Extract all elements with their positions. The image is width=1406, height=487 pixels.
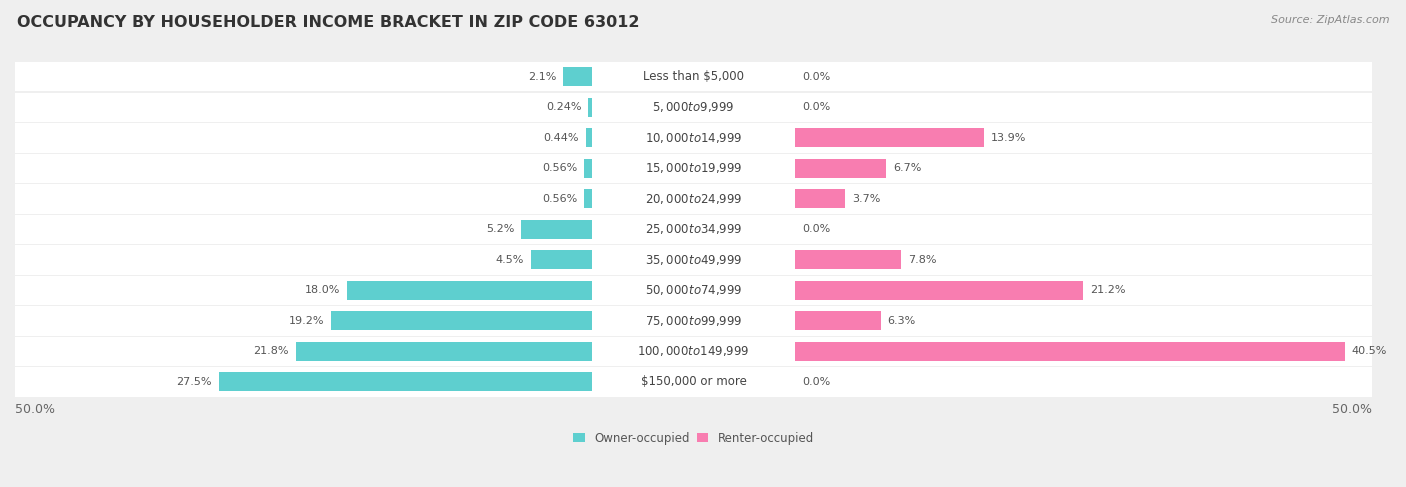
FancyBboxPatch shape xyxy=(15,367,1372,396)
Text: 0.24%: 0.24% xyxy=(546,102,582,112)
FancyBboxPatch shape xyxy=(295,342,592,361)
FancyBboxPatch shape xyxy=(15,215,1372,244)
FancyBboxPatch shape xyxy=(796,159,886,178)
Text: 18.0%: 18.0% xyxy=(305,285,340,296)
FancyBboxPatch shape xyxy=(15,123,1372,152)
Text: 21.8%: 21.8% xyxy=(253,346,290,356)
Text: $25,000 to $34,999: $25,000 to $34,999 xyxy=(645,223,742,236)
Text: 3.7%: 3.7% xyxy=(852,194,880,204)
FancyBboxPatch shape xyxy=(218,373,592,392)
FancyBboxPatch shape xyxy=(15,337,1372,366)
Text: 0.0%: 0.0% xyxy=(801,377,831,387)
Text: 50.0%: 50.0% xyxy=(1331,403,1372,416)
Text: 2.1%: 2.1% xyxy=(529,72,557,82)
FancyBboxPatch shape xyxy=(583,189,592,208)
FancyBboxPatch shape xyxy=(15,184,1372,213)
Text: 0.44%: 0.44% xyxy=(544,133,579,143)
Text: 0.0%: 0.0% xyxy=(801,72,831,82)
FancyBboxPatch shape xyxy=(15,306,1372,336)
Text: 27.5%: 27.5% xyxy=(176,377,212,387)
FancyBboxPatch shape xyxy=(583,159,592,178)
FancyBboxPatch shape xyxy=(15,245,1372,275)
Text: $50,000 to $74,999: $50,000 to $74,999 xyxy=(645,283,742,298)
Text: 4.5%: 4.5% xyxy=(495,255,524,265)
Text: 6.3%: 6.3% xyxy=(887,316,915,326)
Text: 5.2%: 5.2% xyxy=(486,225,515,234)
FancyBboxPatch shape xyxy=(522,220,592,239)
FancyBboxPatch shape xyxy=(586,129,592,147)
Text: 0.56%: 0.56% xyxy=(543,163,578,173)
Text: 0.56%: 0.56% xyxy=(543,194,578,204)
Text: $150,000 or more: $150,000 or more xyxy=(641,375,747,389)
Text: $10,000 to $14,999: $10,000 to $14,999 xyxy=(645,131,742,145)
FancyBboxPatch shape xyxy=(530,250,592,269)
FancyBboxPatch shape xyxy=(15,154,1372,183)
Text: 0.0%: 0.0% xyxy=(801,225,831,234)
Text: Source: ZipAtlas.com: Source: ZipAtlas.com xyxy=(1271,15,1389,25)
FancyBboxPatch shape xyxy=(15,93,1372,122)
Text: $20,000 to $24,999: $20,000 to $24,999 xyxy=(645,192,742,206)
FancyBboxPatch shape xyxy=(796,250,901,269)
Text: $35,000 to $49,999: $35,000 to $49,999 xyxy=(645,253,742,267)
Text: $100,000 to $149,999: $100,000 to $149,999 xyxy=(637,344,749,358)
Text: $15,000 to $19,999: $15,000 to $19,999 xyxy=(645,161,742,175)
Text: 21.2%: 21.2% xyxy=(1090,285,1125,296)
FancyBboxPatch shape xyxy=(796,189,845,208)
FancyBboxPatch shape xyxy=(796,342,1344,361)
Text: 50.0%: 50.0% xyxy=(15,403,55,416)
FancyBboxPatch shape xyxy=(589,98,592,117)
Text: $75,000 to $99,999: $75,000 to $99,999 xyxy=(645,314,742,328)
Text: Less than $5,000: Less than $5,000 xyxy=(643,70,744,83)
Text: 13.9%: 13.9% xyxy=(991,133,1026,143)
FancyBboxPatch shape xyxy=(15,276,1372,305)
FancyBboxPatch shape xyxy=(15,62,1372,92)
Text: OCCUPANCY BY HOUSEHOLDER INCOME BRACKET IN ZIP CODE 63012: OCCUPANCY BY HOUSEHOLDER INCOME BRACKET … xyxy=(17,15,640,30)
Text: 7.8%: 7.8% xyxy=(908,255,936,265)
FancyBboxPatch shape xyxy=(796,129,984,147)
FancyBboxPatch shape xyxy=(347,281,592,300)
Text: 19.2%: 19.2% xyxy=(288,316,325,326)
Text: $5,000 to $9,999: $5,000 to $9,999 xyxy=(652,100,735,114)
Text: 0.0%: 0.0% xyxy=(801,102,831,112)
FancyBboxPatch shape xyxy=(796,312,880,330)
FancyBboxPatch shape xyxy=(796,281,1083,300)
Text: 6.7%: 6.7% xyxy=(893,163,921,173)
FancyBboxPatch shape xyxy=(564,67,592,86)
Legend: Owner-occupied, Renter-occupied: Owner-occupied, Renter-occupied xyxy=(572,431,814,445)
Text: 40.5%: 40.5% xyxy=(1351,346,1386,356)
FancyBboxPatch shape xyxy=(332,312,592,330)
